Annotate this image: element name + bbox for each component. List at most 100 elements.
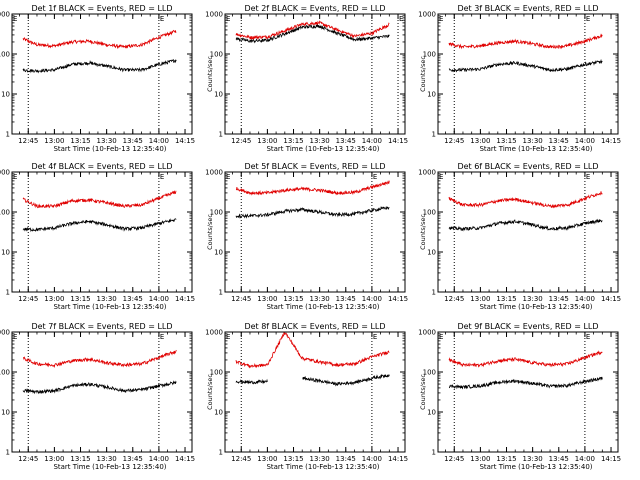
x-tick-label: 13:45 bbox=[123, 295, 143, 303]
x-tick-label: 13:15 bbox=[496, 137, 516, 145]
x-tick-label: 13:15 bbox=[283, 455, 303, 463]
x-tick-label: 14:15 bbox=[601, 295, 621, 303]
x-axis-label: Start Time (10-Feb-13 12:35:40) bbox=[53, 303, 166, 311]
y-axis-label: Counts/sec bbox=[0, 56, 1, 92]
flag-letter: E bbox=[373, 173, 377, 181]
y-tick-label: 1000 bbox=[418, 169, 436, 177]
flag-letter: E bbox=[226, 173, 230, 181]
x-tick-label: 12:45 bbox=[444, 455, 464, 463]
x-tick-label: 12:45 bbox=[231, 295, 251, 303]
panel-title: Det 4f BLACK = Events, RED = LLD bbox=[31, 162, 172, 171]
flag-letter: E bbox=[13, 15, 17, 23]
events-series-line bbox=[448, 218, 603, 232]
x-axis-label: Start Time (10-Feb-13 12:35:40) bbox=[266, 303, 379, 311]
x-tick-label: 13:15 bbox=[496, 455, 516, 463]
events-series-line bbox=[448, 376, 603, 390]
x-tick-label: 13:30 bbox=[97, 455, 117, 463]
detector-panel: Det 6f BLACK = Events, RED = LLD 1 10 100 10… bbox=[418, 162, 621, 311]
flag-letter: E bbox=[226, 15, 230, 23]
y-tick-label: 1000 bbox=[0, 169, 10, 177]
plot-frame bbox=[11, 13, 193, 135]
y-tick-label: 1000 bbox=[418, 329, 436, 337]
x-tick-label: 12:45 bbox=[231, 455, 251, 463]
y-tick-label: 1000 bbox=[0, 329, 10, 337]
x-tick-label: 13:00 bbox=[257, 295, 277, 303]
y-axis-label: Counts/sec bbox=[419, 56, 427, 92]
x-tick-label: 13:45 bbox=[336, 137, 356, 145]
x-axis-label: Start Time (10-Feb-13 12:35:40) bbox=[53, 145, 166, 153]
y-tick-label: 1 bbox=[6, 449, 10, 457]
detector-panel: Det 3f BLACK = Events, RED = LLD 1 10 100 10… bbox=[418, 4, 621, 153]
x-tick-label: 13:15 bbox=[283, 295, 303, 303]
x-tick-label: 13:45 bbox=[549, 295, 569, 303]
flag-letter: E bbox=[13, 333, 17, 341]
flag-letter: E bbox=[586, 173, 590, 181]
x-tick-label: 13:00 bbox=[44, 455, 64, 463]
x-tick-label: 13:00 bbox=[257, 455, 277, 463]
x-tick-label: 12:45 bbox=[444, 295, 464, 303]
x-tick-label: 14:15 bbox=[175, 137, 195, 145]
y-tick-label: 10 bbox=[214, 409, 223, 417]
y-axis-label: Counts/sec bbox=[419, 214, 427, 250]
y-tick-label: 100 bbox=[423, 209, 436, 217]
y-axis-label: Counts/sec bbox=[206, 56, 214, 92]
plot-frame bbox=[224, 331, 406, 453]
events-series-line bbox=[235, 206, 390, 219]
y-tick-label: 100 bbox=[0, 51, 10, 59]
x-tick-label: 13:45 bbox=[336, 295, 356, 303]
x-tick-label: 14:15 bbox=[388, 137, 408, 145]
flag-letter: E bbox=[160, 173, 164, 181]
x-tick-label: 13:45 bbox=[336, 455, 356, 463]
y-tick-label: 100 bbox=[423, 369, 436, 377]
x-tick-label: 14:00 bbox=[575, 137, 595, 145]
flag-letter: E bbox=[160, 15, 164, 23]
x-tick-label: 13:30 bbox=[310, 295, 330, 303]
detector-panel: Det 2f BLACK = Events, RED = LLD 1 10 100 10… bbox=[205, 4, 408, 153]
flag-letter: E bbox=[160, 333, 164, 341]
y-axis-label: Counts/sec bbox=[206, 214, 214, 250]
y-tick-label: 10 bbox=[1, 409, 10, 417]
x-tick-label: 14:15 bbox=[601, 137, 621, 145]
detector-panel: Det 9f BLACK = Events, RED = LLD 1 10 100 10… bbox=[418, 322, 621, 471]
y-axis-label: Counts/sec bbox=[0, 214, 1, 250]
y-tick-label: 10 bbox=[1, 249, 10, 257]
y-tick-label: 10 bbox=[214, 91, 223, 99]
y-tick-label: 100 bbox=[210, 51, 223, 59]
lld-series-line bbox=[22, 29, 177, 50]
x-tick-label: 14:15 bbox=[175, 295, 195, 303]
y-tick-label: 1000 bbox=[205, 329, 223, 337]
events-series-line bbox=[235, 24, 390, 44]
x-tick-label: 14:00 bbox=[362, 137, 382, 145]
flag-letter: E bbox=[586, 333, 590, 341]
x-tick-label: 14:15 bbox=[601, 455, 621, 463]
lld-series-line bbox=[22, 189, 177, 209]
panel-title: Det 8f BLACK = Events, RED = LLD bbox=[244, 322, 385, 331]
y-tick-label: 10 bbox=[427, 91, 436, 99]
x-tick-label: 13:15 bbox=[283, 137, 303, 145]
x-tick-label: 13:15 bbox=[70, 295, 90, 303]
y-tick-label: 10 bbox=[427, 249, 436, 257]
flag-letter: E bbox=[226, 333, 230, 341]
x-tick-label: 13:45 bbox=[549, 455, 569, 463]
y-tick-label: 10 bbox=[427, 409, 436, 417]
y-tick-label: 100 bbox=[210, 209, 223, 217]
x-tick-label: 12:45 bbox=[18, 295, 38, 303]
y-tick-label: 10 bbox=[214, 249, 223, 257]
plot-frame bbox=[11, 171, 193, 293]
plot-frame bbox=[224, 171, 406, 293]
plot-frame bbox=[437, 331, 619, 453]
y-axis-label: Counts/sec bbox=[419, 374, 427, 410]
panel-title: Det 3f BLACK = Events, RED = LLD bbox=[457, 4, 598, 13]
x-tick-label: 14:00 bbox=[362, 295, 382, 303]
flag-letter: E bbox=[439, 333, 443, 341]
x-tick-label: 14:00 bbox=[149, 137, 169, 145]
panel-title: Det 7f BLACK = Events, RED = LLD bbox=[31, 322, 172, 331]
lld-series-line bbox=[448, 33, 603, 50]
x-tick-label: 13:45 bbox=[123, 455, 143, 463]
y-axis-label: Counts/sec bbox=[0, 374, 1, 410]
y-axis-label: Counts/sec bbox=[206, 374, 214, 410]
lld-series-line bbox=[448, 191, 603, 209]
y-tick-label: 1 bbox=[6, 289, 10, 297]
plot-frame bbox=[437, 13, 619, 135]
x-axis-label: Start Time (10-Feb-13 12:35:40) bbox=[266, 145, 379, 153]
